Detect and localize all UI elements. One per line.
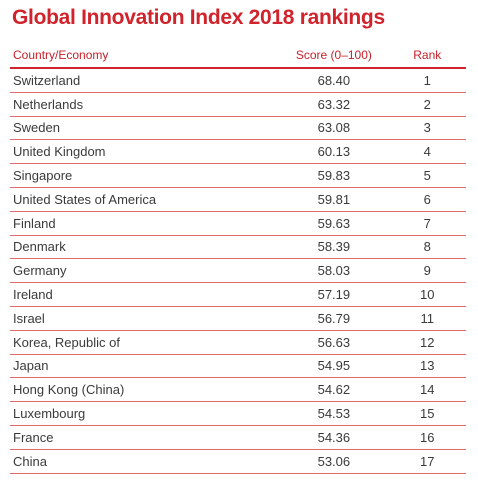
table-row: Switzerland 68.40 1 xyxy=(10,69,466,93)
country-cell: Singapore xyxy=(13,168,73,184)
rank-cell: 7 xyxy=(423,215,431,231)
table-row: France 54.36 16 xyxy=(10,426,466,450)
score-cell: 58.39 xyxy=(317,239,351,255)
rank-cell: 3 xyxy=(423,120,431,136)
country-cell: Netherlands xyxy=(13,96,84,112)
country-cell: Luxembourg xyxy=(13,406,86,422)
rank-cell: 9 xyxy=(423,263,431,279)
rank-cell: 5 xyxy=(423,168,431,184)
rank-cell: 1 xyxy=(423,72,431,88)
rank-cell: 6 xyxy=(423,191,431,207)
country-cell: Germany xyxy=(13,263,67,279)
score-cell: 68.40 xyxy=(317,72,351,88)
score-cell: 58.03 xyxy=(317,263,351,279)
rank-cell: 16 xyxy=(420,429,435,445)
rank-cell: 15 xyxy=(420,406,435,422)
score-cell: 60.13 xyxy=(317,144,351,160)
score-cell: 54.36 xyxy=(317,429,351,445)
score-cell: 53.06 xyxy=(317,453,351,469)
country-cell: United States of America xyxy=(13,191,157,207)
score-cell: 63.32 xyxy=(317,96,351,112)
score-cell: 54.62 xyxy=(317,382,351,398)
country-cell: China xyxy=(13,453,47,469)
rank-cell: 13 xyxy=(420,358,435,374)
table-row: Korea, Republic of 56.63 12 xyxy=(10,331,466,355)
table-header: Country/Economy Score (0–100) Rank xyxy=(10,43,466,69)
country-cell: Hong Kong (China) xyxy=(13,382,125,398)
country-cell: Finland xyxy=(13,215,56,231)
rank-cell: 17 xyxy=(420,453,435,469)
table-row: Israel 56.79 11 xyxy=(10,307,466,331)
table-row: United States of America 59.81 6 xyxy=(10,188,466,212)
score-cell: 54.95 xyxy=(317,358,351,374)
rankings-table: Country/Economy Score (0–100) Rank Switz… xyxy=(10,43,466,474)
score-cell: 59.81 xyxy=(317,191,351,207)
table-row: Singapore 59.83 5 xyxy=(10,164,466,188)
column-header-rank: Rank xyxy=(413,48,442,62)
table-row: Finland 59.63 7 xyxy=(10,212,466,236)
country-cell: Denmark xyxy=(13,239,66,255)
score-cell: 59.63 xyxy=(317,215,351,231)
column-header-country: Country/Economy xyxy=(13,48,109,62)
rank-cell: 2 xyxy=(423,96,431,112)
country-cell: Switzerland xyxy=(13,72,81,88)
score-cell: 56.79 xyxy=(317,310,351,326)
page-title: Global Innovation Index 2018 rankings xyxy=(12,6,385,29)
country-cell: Israel xyxy=(13,310,45,326)
table-row: Ireland 57.19 10 xyxy=(10,283,466,307)
rank-cell: 4 xyxy=(423,144,431,160)
score-cell: 57.19 xyxy=(317,287,351,303)
table-row: Luxembourg 54.53 15 xyxy=(10,402,466,426)
rank-cell: 14 xyxy=(420,382,435,398)
rank-cell: 12 xyxy=(420,334,435,350)
score-cell: 59.83 xyxy=(317,168,351,184)
column-header-score: Score (0–100) xyxy=(295,48,372,62)
score-cell: 54.53 xyxy=(317,406,351,422)
table-row: Japan 54.95 13 xyxy=(10,355,466,379)
rank-cell: 10 xyxy=(420,287,435,303)
country-cell: United Kingdom xyxy=(13,144,106,160)
table-row: Netherlands 63.32 2 xyxy=(10,93,466,117)
score-cell: 56.63 xyxy=(317,334,351,350)
country-cell: Korea, Republic of xyxy=(13,334,120,350)
table-row: United Kingdom 60.13 4 xyxy=(10,140,466,165)
country-cell: Japan xyxy=(13,358,49,374)
rank-cell: 8 xyxy=(423,239,431,255)
table-row: Hong Kong (China) 54.62 14 xyxy=(10,378,466,403)
country-cell: France xyxy=(13,429,54,445)
country-cell: Ireland xyxy=(13,287,53,303)
table-row: China 53.06 17 xyxy=(10,450,466,474)
table-row: Denmark 58.39 8 xyxy=(10,236,466,260)
score-cell: 63.08 xyxy=(317,120,351,136)
rank-cell: 11 xyxy=(420,310,435,326)
country-cell: Sweden xyxy=(13,120,60,136)
table-row: Germany 58.03 9 xyxy=(10,259,466,284)
table-row: Sweden 63.08 3 xyxy=(10,117,466,141)
